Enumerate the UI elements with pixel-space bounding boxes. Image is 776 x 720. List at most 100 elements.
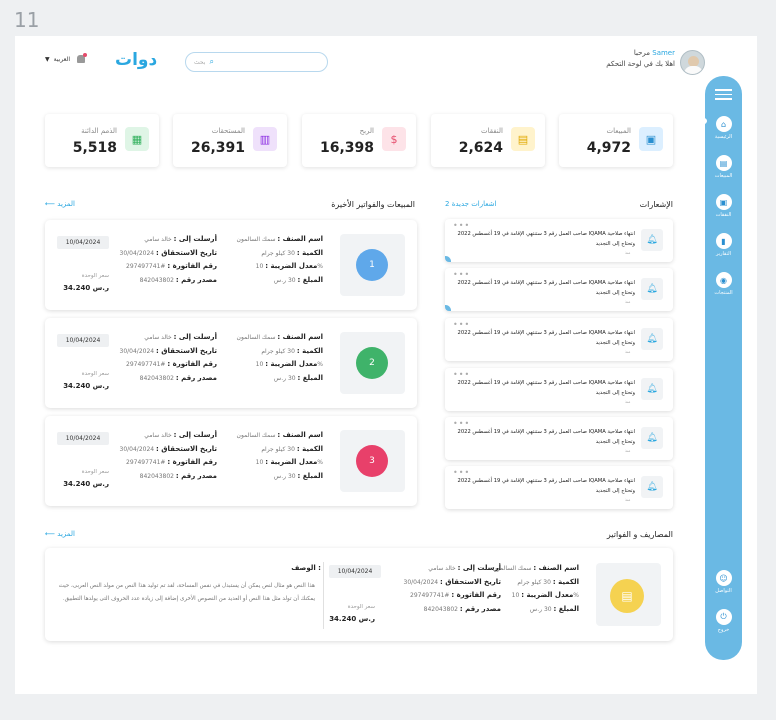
notification-text: انتهاء صلاحية IQAMA صاحب العمل رقم 3 ستن…	[457, 231, 635, 247]
user-name: Samer	[652, 49, 675, 57]
sidebar-item-label: التواصل	[715, 588, 732, 594]
due-date-value: 30/04/2024	[119, 249, 155, 257]
more-label: المزيد	[57, 200, 75, 208]
qty-label: الكمية :	[296, 346, 323, 355]
sent-to-label: أرسلت إلى :	[173, 235, 217, 243]
invoice-card[interactable]: 2 اسم الصنف : سمك السالمون الكمية : 30 ك…	[45, 318, 417, 408]
item-label: اسم الصنف :	[277, 431, 323, 439]
sent-to-label: أرسلت إلى :	[173, 431, 217, 439]
bell-icon: 🔔︎	[641, 328, 663, 350]
more-options-icon[interactable]: •••	[453, 370, 471, 379]
sidebar-item-label: خروج	[717, 627, 730, 633]
unit-price-value: 34.240 ر.س	[63, 382, 109, 390]
greeting-prefix: مرحبا	[633, 49, 651, 57]
bell-icon: 🔔︎	[641, 378, 663, 400]
notification-item[interactable]: ••• انتهاء صلاحية IQAMA صاحب العمل رقم 3…	[445, 318, 673, 361]
sidebar-item-contact[interactable]: ☺ التواصل	[705, 570, 742, 594]
more-options-icon[interactable]: •••	[453, 270, 471, 279]
app-frame: ▼ العربية دوات ⌕ بحث مرحبا Samer اهلا بك…	[15, 36, 757, 694]
notification-text: انتهاء صلاحية IQAMA صاحب العمل رقم 3 ستن…	[457, 330, 635, 346]
stat-card-sales[interactable]: ▣ المبيعات 4,972	[559, 114, 673, 167]
due-date-value: 30/04/2024	[403, 578, 439, 586]
tax-label: معدل الضريبة :	[265, 458, 318, 466]
more-options-icon[interactable]: •••	[453, 320, 471, 329]
tax-value: 10%	[255, 459, 323, 466]
invoice-icon: 2	[356, 347, 388, 379]
logo[interactable]: دوات	[115, 50, 158, 70]
search-icon: ⌕	[209, 57, 214, 66]
qty-value: 30 كيلو جرام	[261, 347, 295, 355]
money-bag-icon: $	[382, 127, 406, 151]
item-value: سمك السالمون	[236, 432, 276, 439]
notification-item[interactable]: ••• انتهاء صلاحية IQAMA صاحب العمل رقم 3…	[445, 466, 673, 509]
more-options-icon[interactable]: •••	[453, 221, 471, 230]
notification-text: انتهاء صلاحية IQAMA صاحب العمل رقم 3 ستن…	[457, 380, 635, 396]
amount-label: المبلغ :	[297, 471, 323, 480]
qty-value: 30 كيلو جرام	[261, 249, 295, 257]
due-date-label: تاريخ الاستحقاق :	[156, 248, 217, 257]
sidebar-item-logout[interactable]: ⏻ خروج	[705, 609, 742, 633]
unit-price-label: سعر الوحدة	[81, 469, 109, 475]
bell-icon[interactable]	[77, 53, 88, 63]
notification-text: انتهاء صلاحية IQAMA صاحب العمل رقم 3 ستن…	[457, 478, 635, 494]
invoice-no-value: #297497741	[126, 361, 166, 368]
source-no-value: 842043802	[139, 472, 174, 480]
sales-section-title: المبيعات والفواتير الأخيرة	[331, 200, 415, 209]
expenses-section-title: المصاريف و الفواتير	[606, 530, 673, 539]
search-input[interactable]: ⌕ بحث	[185, 52, 328, 72]
notification-item[interactable]: ••• انتهاء صلاحية IQAMA صاحب العمل رقم 3…	[445, 368, 673, 411]
sales-more-link[interactable]: ⟵ المزيد	[45, 200, 75, 208]
invoice-date: 10/04/2024	[57, 432, 109, 445]
amount-value: 30 ر.س	[273, 374, 296, 382]
menu-icon[interactable]	[715, 89, 732, 103]
more-options-icon[interactable]: •••	[453, 419, 471, 428]
sent-to-value: خالد سامي	[428, 565, 456, 572]
tax-label: معدل الضريبة :	[521, 591, 574, 599]
avatar[interactable]	[680, 50, 705, 75]
wallet-icon: ▣	[715, 194, 732, 210]
stat-card-payables[interactable]: ▦ الذمم الدائنة 5,518	[45, 114, 159, 167]
stat-label: المستحقات	[211, 127, 245, 135]
receipt-icon: ▤	[715, 155, 732, 171]
unread-indicator	[445, 256, 451, 262]
source-no-value: 842043802	[423, 605, 458, 613]
source-no-label: مصدر رقم :	[175, 471, 217, 480]
sent-to-label: أرسلت إلى :	[173, 333, 217, 341]
more-options-icon[interactable]: •••	[453, 468, 471, 477]
chart-icon: ▮	[715, 233, 732, 249]
tax-value: 10%	[255, 263, 323, 270]
language-selector[interactable]: ▼ العربية	[45, 53, 88, 63]
stat-card-receivables[interactable]: ▥ المستحقات 26,391	[173, 114, 287, 167]
stat-card-profit[interactable]: $ الربح 16,398	[302, 114, 416, 167]
new-notifications-link[interactable]: 2 اشعارات جديدة	[445, 200, 497, 208]
invoice-card[interactable]: 1 اسم الصنف : سمك السالمون الكمية : 30 ك…	[45, 220, 417, 310]
notification-item[interactable]: ••• انتهاء صلاحية IQAMA صاحب العمل رقم 3…	[445, 417, 673, 460]
sidebar-item-label: النفقات	[715, 212, 732, 218]
notification-item[interactable]: ••• انتهاء صلاحية IQAMA صاحب العمل رقم 3…	[445, 219, 673, 262]
search-placeholder: بحث	[194, 58, 206, 66]
stat-card-expenses[interactable]: ▤ النفقات 2,624	[431, 114, 545, 167]
qty-value: 30 كيلو جرام	[261, 445, 295, 453]
unit-price-label: سعر الوحدة	[347, 604, 375, 610]
sidebar-item-sales[interactable]: ▤ المبيعات	[705, 155, 742, 179]
sidebar-item-expenses[interactable]: ▣ النفقات	[705, 194, 742, 218]
source-no-label: مصدر رقم :	[459, 604, 501, 613]
expense-card[interactable]: ▤ اسم الصنف : سمك السالمون الكمية : 30 ك…	[45, 548, 673, 641]
unit-price-label: سعر الوحدة	[81, 371, 109, 377]
sidebar-item-home[interactable]: ⌂ الرئيسية	[705, 116, 742, 140]
expenses-more-link[interactable]: ⟵ المزيد	[45, 530, 75, 538]
sidebar-item-products[interactable]: ◉ المنتجات	[705, 272, 742, 296]
more-label: المزيد	[57, 530, 75, 538]
notification-item[interactable]: ••• انتهاء صلاحية IQAMA صاحب العمل رقم 3…	[445, 268, 673, 311]
invoice-card[interactable]: 3 اسم الصنف : سمك السالمون الكمية : 30 ك…	[45, 416, 417, 506]
ledger-icon: ▦	[125, 127, 149, 151]
stat-value: 16,398	[319, 140, 374, 156]
item-label: اسم الصنف :	[277, 235, 323, 243]
invoice-number-badge: 3	[369, 456, 375, 466]
sidebar-item-reports[interactable]: ▮ التقارير	[705, 233, 742, 257]
stat-label: النفقات	[481, 127, 503, 135]
item-value: سمك السالمون	[236, 334, 276, 341]
item-value: سمك السالمون	[236, 236, 276, 243]
box-icon: ◉	[715, 272, 732, 288]
bell-icon: 🔔︎	[641, 427, 663, 449]
